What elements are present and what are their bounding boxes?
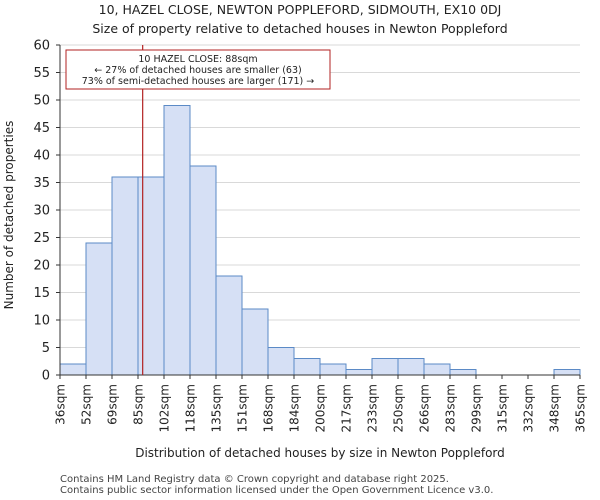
x-tick-label-2: 69sqm [106,384,120,425]
y-axis-label: Number of detached properties [2,121,16,310]
y-tick-label-10: 50 [33,94,50,109]
bar-14 [423,363,451,376]
y-tick-label-7: 35 [33,176,50,191]
bar-6 [215,275,243,376]
x-tick-label-10: 200sqm [314,384,328,432]
x-tick-label-15: 283sqm [444,384,458,432]
x-tick-label-1: 52sqm [80,384,94,425]
y-tick-label-0: 0 [42,369,50,384]
bar-0 [59,363,87,376]
y-tick-label-1: 5 [42,341,50,356]
bar-11 [345,369,373,376]
annotation-line-1: ← 27% of detached houses are smaller (63… [94,65,301,76]
footer-line-1: Contains HM Land Registry data © Crown c… [60,474,449,485]
y-tick-label-2: 10 [33,314,50,329]
x-tick-label-6: 135sqm [210,384,224,432]
x-tick-label-20: 365sqm [574,384,588,432]
x-tick-label-4: 102sqm [158,384,172,432]
bar-10 [319,363,347,376]
y-tick-label-4: 20 [33,259,50,274]
bar-9 [293,358,321,376]
x-tick-label-5: 118sqm [184,384,198,432]
x-tick-label-19: 348sqm [548,384,562,432]
bar-3 [137,176,165,376]
bar-15 [449,369,477,376]
x-tick-label-11: 217sqm [340,384,354,432]
x-tick-label-0: 36sqm [54,384,68,425]
y-tick-label-5: 25 [33,231,50,246]
bar-8 [267,347,295,376]
annotation-box [65,49,331,90]
chart-title: 10, HAZEL CLOSE, NEWTON POPPLEFORD, SIDM… [98,2,502,17]
footer-line-2: Contains public sector information licen… [60,485,494,496]
bar-7 [241,308,269,376]
bar-2 [111,176,139,376]
x-axis-label: Distribution of detached houses by size … [135,446,505,460]
bar-12 [371,358,399,376]
x-tick-label-17: 315sqm [496,384,510,432]
x-tick-label-8: 168sqm [262,384,276,432]
bar-13 [397,358,425,376]
x-tick-label-3: 85sqm [132,384,146,425]
x-tick-label-14: 266sqm [418,384,432,432]
x-tick-label-7: 151sqm [236,384,250,432]
y-tick-label-12: 60 [33,39,50,54]
y-tick-label-11: 55 [33,66,50,81]
annotation-line-2: 73% of semi-detached houses are larger (… [82,76,315,87]
annotation-line-0: 10 HAZEL CLOSE: 88sqm [138,54,257,65]
bar-4 [163,105,191,376]
chart-subtitle: Size of property relative to detached ho… [92,21,508,36]
x-tick-label-18: 332sqm [522,384,536,432]
x-tick-label-16: 299sqm [470,384,484,432]
bar-5 [189,165,217,376]
y-tick-label-8: 40 [33,149,50,164]
y-tick-label-6: 30 [33,204,50,219]
y-tick-label-9: 45 [33,121,50,136]
bar-1 [85,242,113,376]
x-tick-label-13: 250sqm [392,384,406,432]
x-tick-label-9: 184sqm [288,384,302,432]
bar-19 [553,369,581,376]
y-tick-label-3: 15 [33,286,50,301]
x-tick-label-12: 233sqm [366,384,380,432]
